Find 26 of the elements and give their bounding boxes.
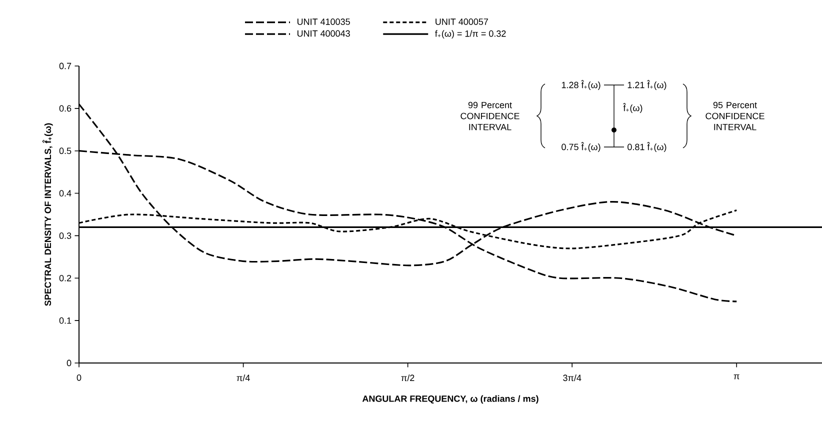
- annotation: 95 Percent CONFIDENCE INTERVAL: [706, 102, 764, 130]
- legend-label: UNIT 410035: [297, 18, 350, 25]
- x-axis-title: ANGULAR FREQUENCY, ω (radians / ms): [362, 395, 538, 404]
- annotation: 1.21 f̂$_{+}$(ω): [628, 80, 666, 90]
- annotation: 0.75 f̂$_{+}$(ω): [562, 142, 600, 152]
- y-tick-label: 0.2: [59, 274, 72, 282]
- y-tick-label: 0.4: [59, 190, 72, 196]
- x-tick-label: 3π/4: [563, 374, 582, 382]
- annotation: f̂$_{+}$(ω): [622, 103, 642, 113]
- y-axis-title: SPECTRAL DENSITY OF INTERVALS, f̂$_{+}$(ω): [42, 123, 53, 306]
- legend-label: f$_{+}$(ω) = 1/π = 0.32: [435, 30, 506, 39]
- x-tick-label: π/4: [236, 374, 250, 382]
- y-tick-label: 0.7: [59, 62, 72, 70]
- annotation: 1.28 f̂$_{+}$(ω): [562, 80, 600, 90]
- legend-label: UNIT 400057: [436, 18, 488, 25]
- y-tick-label: 0.3: [59, 232, 72, 239]
- y-tick-label: 0.5: [59, 148, 72, 154]
- x-tick-label: 0: [76, 374, 82, 381]
- y-tick-label: 0.1: [59, 317, 72, 324]
- y-tick-label: 0.6: [59, 105, 72, 112]
- x-tick-label: π/2: [401, 374, 414, 382]
- x-tick-label: π: [734, 374, 740, 380]
- annotation: 0.81 f̂$_{+}$(ω): [628, 142, 666, 152]
- legend-label: UNIT 400043: [297, 30, 350, 37]
- y-tick-label: 0: [66, 360, 72, 366]
- annotation: 99 Percent CONFIDENCE INTERVAL: [460, 102, 520, 130]
